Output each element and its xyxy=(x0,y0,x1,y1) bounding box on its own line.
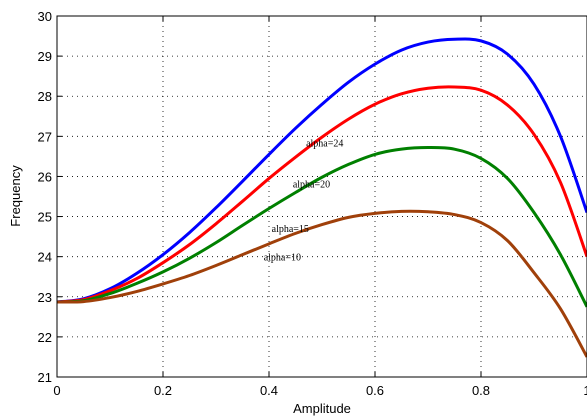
y-tick-label: 22 xyxy=(38,330,52,345)
y-tick-label: 30 xyxy=(38,9,52,24)
x-tick-label: 0 xyxy=(53,383,60,398)
y-tick-label: 23 xyxy=(38,290,52,305)
curve-annotation: alpha=24 xyxy=(306,138,343,149)
series-lines xyxy=(56,37,587,358)
series-line-0 xyxy=(56,37,587,304)
x-axis-label: Amplitude xyxy=(293,401,351,416)
y-tick-label: 26 xyxy=(38,169,52,184)
curve-annotations: alpha=24 alpha=20 alpha=15 alpha=10 xyxy=(264,138,344,263)
series-line-3 xyxy=(56,209,587,358)
y-tick-label: 27 xyxy=(38,129,52,144)
y-axis-label: Frequency xyxy=(8,165,23,227)
curve-annotation: alpha=20 xyxy=(293,180,330,191)
axis-ticks: 0 0.2 0.4 0.6 0.8 1 21 22 23 24 25 26 27 28 29 30 xyxy=(38,9,587,398)
plot-frame xyxy=(56,15,587,378)
x-tick-label: 0.6 xyxy=(366,383,384,398)
y-tick-label: 24 xyxy=(38,250,52,265)
x-tick-label: 0.8 xyxy=(472,383,490,398)
series-line-2 xyxy=(56,146,587,308)
series-line-1 xyxy=(56,85,587,304)
y-tick-label: 29 xyxy=(38,49,52,64)
x-tick-label: 1 xyxy=(583,383,587,398)
x-tick-label: 0.2 xyxy=(154,383,172,398)
y-tick-label: 28 xyxy=(38,89,52,104)
x-tick-label: 0.4 xyxy=(260,383,278,398)
curve-annotation: alpha=10 xyxy=(264,253,301,264)
curve-annotation: alpha=15 xyxy=(272,224,309,235)
y-tick-label: 25 xyxy=(38,210,52,225)
grid-lines xyxy=(57,16,587,377)
y-tick-label: 21 xyxy=(38,370,52,385)
